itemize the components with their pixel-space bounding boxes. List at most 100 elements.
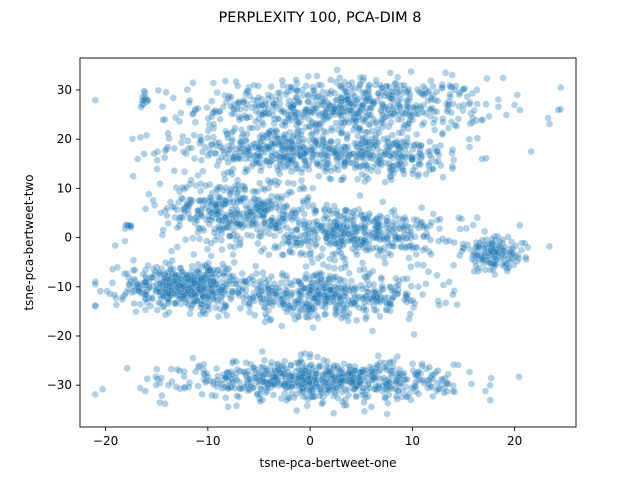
scatter-point	[307, 238, 315, 246]
scatter-point	[212, 304, 220, 312]
scatter-point	[300, 150, 308, 158]
scatter-point	[264, 184, 273, 192]
scatter-point	[262, 367, 270, 375]
scatter-point	[323, 159, 331, 167]
scatter-point	[194, 210, 202, 219]
scatter-point	[184, 144, 193, 152]
scatter-point	[347, 85, 355, 93]
scatter-point	[153, 165, 161, 173]
scatter-point	[393, 159, 401, 167]
scatter-point	[205, 216, 213, 224]
scatter-point	[367, 151, 375, 159]
scatter-point	[186, 96, 194, 105]
scatter-point	[283, 191, 291, 199]
scatter-point	[190, 154, 199, 163]
scatter-point	[240, 148, 248, 157]
scatter-point	[198, 224, 207, 233]
scatter-point	[399, 124, 408, 132]
scatter-point	[387, 88, 395, 96]
scatter-point	[253, 226, 261, 234]
scatter-point	[362, 113, 370, 121]
scatter-point	[106, 290, 114, 298]
scatter-point	[180, 185, 188, 193]
scatter-point	[389, 162, 397, 170]
scatter-point	[360, 94, 368, 102]
scatter-point	[338, 376, 346, 385]
scatter-point	[375, 160, 384, 168]
scatter-point	[384, 106, 392, 114]
scatter-point	[310, 105, 318, 114]
scatter-point	[333, 362, 341, 370]
scatter-point	[291, 113, 299, 121]
scatter-point	[142, 131, 151, 140]
scatter-point	[204, 152, 212, 160]
scatter-point	[296, 250, 304, 259]
scatter-point	[356, 80, 364, 88]
scatter-point	[236, 221, 244, 229]
scatter-point	[421, 244, 429, 253]
scatter-point	[342, 159, 350, 167]
scatter-point	[480, 249, 489, 258]
scatter-point	[256, 133, 264, 141]
scatter-point	[400, 153, 409, 161]
scatter-point	[400, 170, 408, 178]
scatter-point	[275, 218, 283, 226]
scatter-point	[352, 160, 360, 168]
scatter-point	[261, 206, 269, 215]
scatter-point	[351, 283, 359, 291]
scatter-point	[365, 145, 373, 153]
scatter-point	[264, 197, 272, 205]
scatter-point	[164, 143, 172, 151]
scatter-point	[373, 214, 382, 222]
scatter-point	[229, 198, 237, 206]
scatter-point	[402, 392, 410, 401]
scatter-point	[294, 114, 302, 122]
scatter-point	[260, 210, 268, 218]
scatter-point	[161, 207, 169, 215]
scatter-point	[290, 110, 298, 119]
scatter-point	[447, 108, 456, 117]
scatter-point	[455, 90, 464, 99]
scatter-point	[222, 213, 230, 221]
scatter-point	[150, 149, 158, 158]
scatter-point	[360, 215, 368, 223]
scatter-point	[294, 296, 302, 304]
scatter-point	[258, 211, 266, 219]
scatter-point	[410, 110, 418, 118]
scatter-point	[255, 153, 264, 161]
scatter-point	[91, 302, 99, 310]
scatter-point	[253, 139, 261, 147]
scatter-point	[170, 167, 179, 175]
scatter-point	[253, 123, 262, 132]
scatter-point	[211, 149, 219, 157]
scatter-point	[351, 225, 360, 233]
scatter-point	[371, 81, 380, 89]
scatter-point	[406, 90, 414, 98]
scatter-point	[374, 89, 382, 98]
scatter-point	[220, 170, 228, 178]
scatter-point	[293, 128, 302, 136]
scatter-point	[246, 204, 254, 212]
scatter-point	[237, 197, 245, 205]
scatter-point	[341, 78, 349, 86]
scatter-point	[298, 138, 306, 146]
scatter-point	[361, 116, 370, 124]
scatter-point	[330, 225, 339, 233]
scatter-point	[281, 148, 289, 156]
scatter-point	[243, 204, 252, 213]
scatter-point	[247, 209, 256, 217]
scatter-point	[362, 246, 370, 254]
scatter-point	[267, 197, 275, 206]
scatter-point	[235, 210, 244, 218]
scatter-point	[331, 227, 339, 235]
scatter-point	[332, 105, 340, 113]
scatter-point	[362, 238, 370, 247]
scatter-point	[198, 212, 206, 220]
scatter-point	[237, 139, 245, 147]
scatter-point	[336, 229, 344, 238]
scatter-point	[277, 195, 286, 203]
scatter-point	[338, 128, 346, 137]
scatter-point	[450, 156, 458, 164]
scatter-point	[365, 384, 374, 392]
scatter-point	[172, 183, 180, 192]
